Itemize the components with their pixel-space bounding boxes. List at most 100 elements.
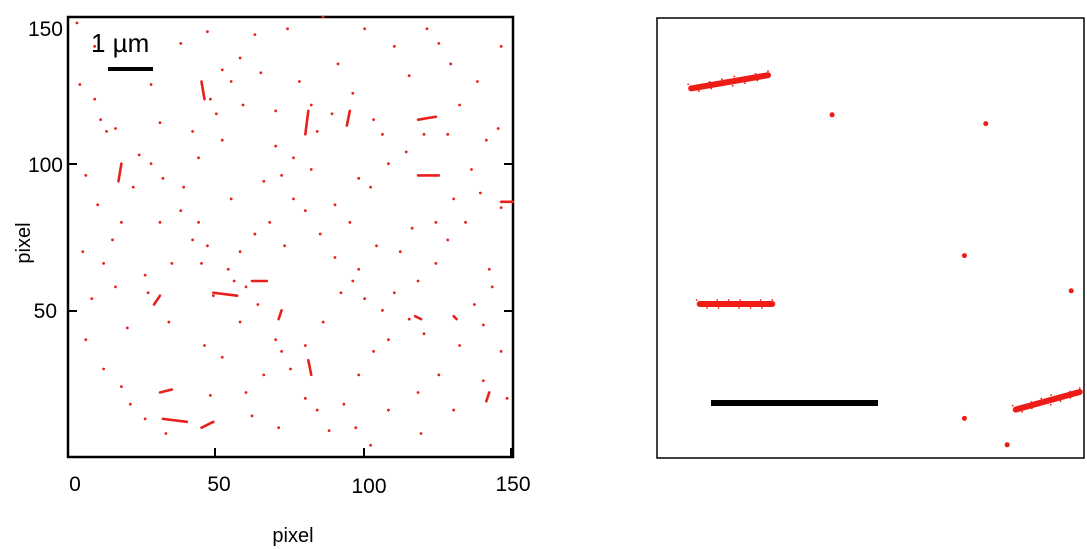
- localization-point: [372, 350, 375, 353]
- localization-streak: [161, 417, 188, 424]
- localization-point: [292, 197, 295, 201]
- localization-point: [351, 91, 355, 95]
- localization-point: [84, 174, 88, 177]
- cluster-fringe-point: [749, 307, 752, 309]
- localization-point: [303, 344, 307, 347]
- localization-point: [286, 27, 289, 31]
- localization-point: [298, 80, 301, 83]
- left-panel: 0 50 100 150 50 100 150 pixel pixel 1 µm: [13, 15, 531, 547]
- localization-point: [131, 185, 135, 189]
- localization-point: [398, 250, 402, 254]
- localization-point: [499, 350, 503, 353]
- localization-point: [387, 338, 390, 342]
- localization-point: [128, 402, 132, 406]
- localization-point: [336, 62, 340, 66]
- localization-point: [244, 391, 248, 394]
- localization-point: [381, 132, 384, 136]
- cluster-blob: [983, 121, 989, 127]
- localization-point: [158, 121, 162, 124]
- localization-point: [381, 308, 384, 312]
- localization-point: [241, 103, 245, 107]
- cluster-fringe-point: [710, 87, 713, 90]
- localization-point: [363, 27, 367, 31]
- localization-point: [481, 379, 485, 383]
- localization-point: [357, 176, 361, 180]
- localization-point: [315, 408, 319, 412]
- cluster-blob: [829, 112, 835, 118]
- localization-point: [499, 206, 503, 210]
- localization-point: [262, 179, 266, 183]
- cluster-fringe-point: [1021, 410, 1023, 413]
- localization-point: [229, 80, 233, 83]
- localization-point: [102, 262, 105, 265]
- localization-point: [102, 367, 105, 371]
- localization-point: [481, 323, 485, 327]
- cluster-blob: [1068, 288, 1074, 294]
- localization-point: [292, 156, 295, 160]
- localization-point: [407, 317, 411, 321]
- localization-point: [505, 396, 509, 400]
- localization-point: [369, 185, 372, 189]
- localization-point: [372, 118, 375, 122]
- cluster-fringe-point: [738, 307, 740, 309]
- y-tick-label: 50: [34, 300, 57, 323]
- cluster-fringe-point: [1059, 400, 1062, 403]
- localization-point: [321, 320, 325, 324]
- localization-point: [226, 267, 230, 271]
- localization-streak: [152, 294, 162, 306]
- cluster-fringe-point: [754, 72, 757, 75]
- localization-point: [289, 367, 292, 371]
- localization-point: [105, 130, 108, 133]
- localization-point: [369, 443, 372, 447]
- cluster-fringe-point: [733, 75, 736, 78]
- localization-streak: [200, 420, 215, 429]
- localization-point: [259, 71, 263, 75]
- localization-point: [96, 203, 100, 207]
- localization-point: [206, 30, 209, 34]
- localization-streak: [306, 358, 313, 377]
- localization-streak: [304, 109, 310, 136]
- localization-point: [161, 176, 165, 180]
- localization-point: [342, 402, 346, 406]
- localization-point: [434, 262, 438, 265]
- cluster-fringe-point: [1050, 394, 1053, 396]
- cluster-fringe-point: [759, 299, 762, 301]
- cluster-fringe-point: [1069, 396, 1072, 399]
- localization-point: [280, 350, 283, 353]
- x-axis-title: pixel: [272, 525, 313, 547]
- scale-bar-label: 1 µm: [91, 28, 149, 58]
- localization-point: [220, 68, 224, 72]
- localization-point: [274, 109, 278, 113]
- localization-point: [149, 162, 153, 166]
- localization-point: [146, 291, 150, 295]
- localization-point: [253, 232, 257, 236]
- localization-point: [354, 426, 358, 430]
- localization-streak: [158, 388, 174, 394]
- localization-point: [220, 138, 224, 142]
- localization-point: [351, 279, 355, 283]
- localization-point: [197, 156, 200, 160]
- localization-point: [458, 103, 461, 107]
- localization-point: [158, 220, 162, 224]
- localization-streak: [345, 109, 352, 127]
- localization-point: [170, 262, 174, 265]
- localization-point: [303, 209, 307, 213]
- localization-point: [214, 112, 218, 116]
- localization-streak: [200, 80, 206, 101]
- localization-point: [407, 74, 411, 78]
- localization-point: [387, 162, 390, 166]
- cluster-fringe-point: [687, 83, 690, 86]
- localization-point: [93, 97, 97, 101]
- localization-point: [416, 391, 420, 394]
- x-tick-label: 50: [207, 473, 230, 496]
- localization-point: [487, 267, 491, 271]
- cluster-streak: [688, 72, 772, 92]
- localization-point: [446, 132, 450, 136]
- localization-point: [339, 291, 343, 295]
- localization-point: [392, 291, 396, 295]
- localization-point: [262, 373, 266, 377]
- localization-point: [425, 27, 429, 31]
- localization-point: [392, 44, 396, 48]
- cluster-fringe-point: [706, 307, 708, 309]
- localization-point: [229, 197, 233, 201]
